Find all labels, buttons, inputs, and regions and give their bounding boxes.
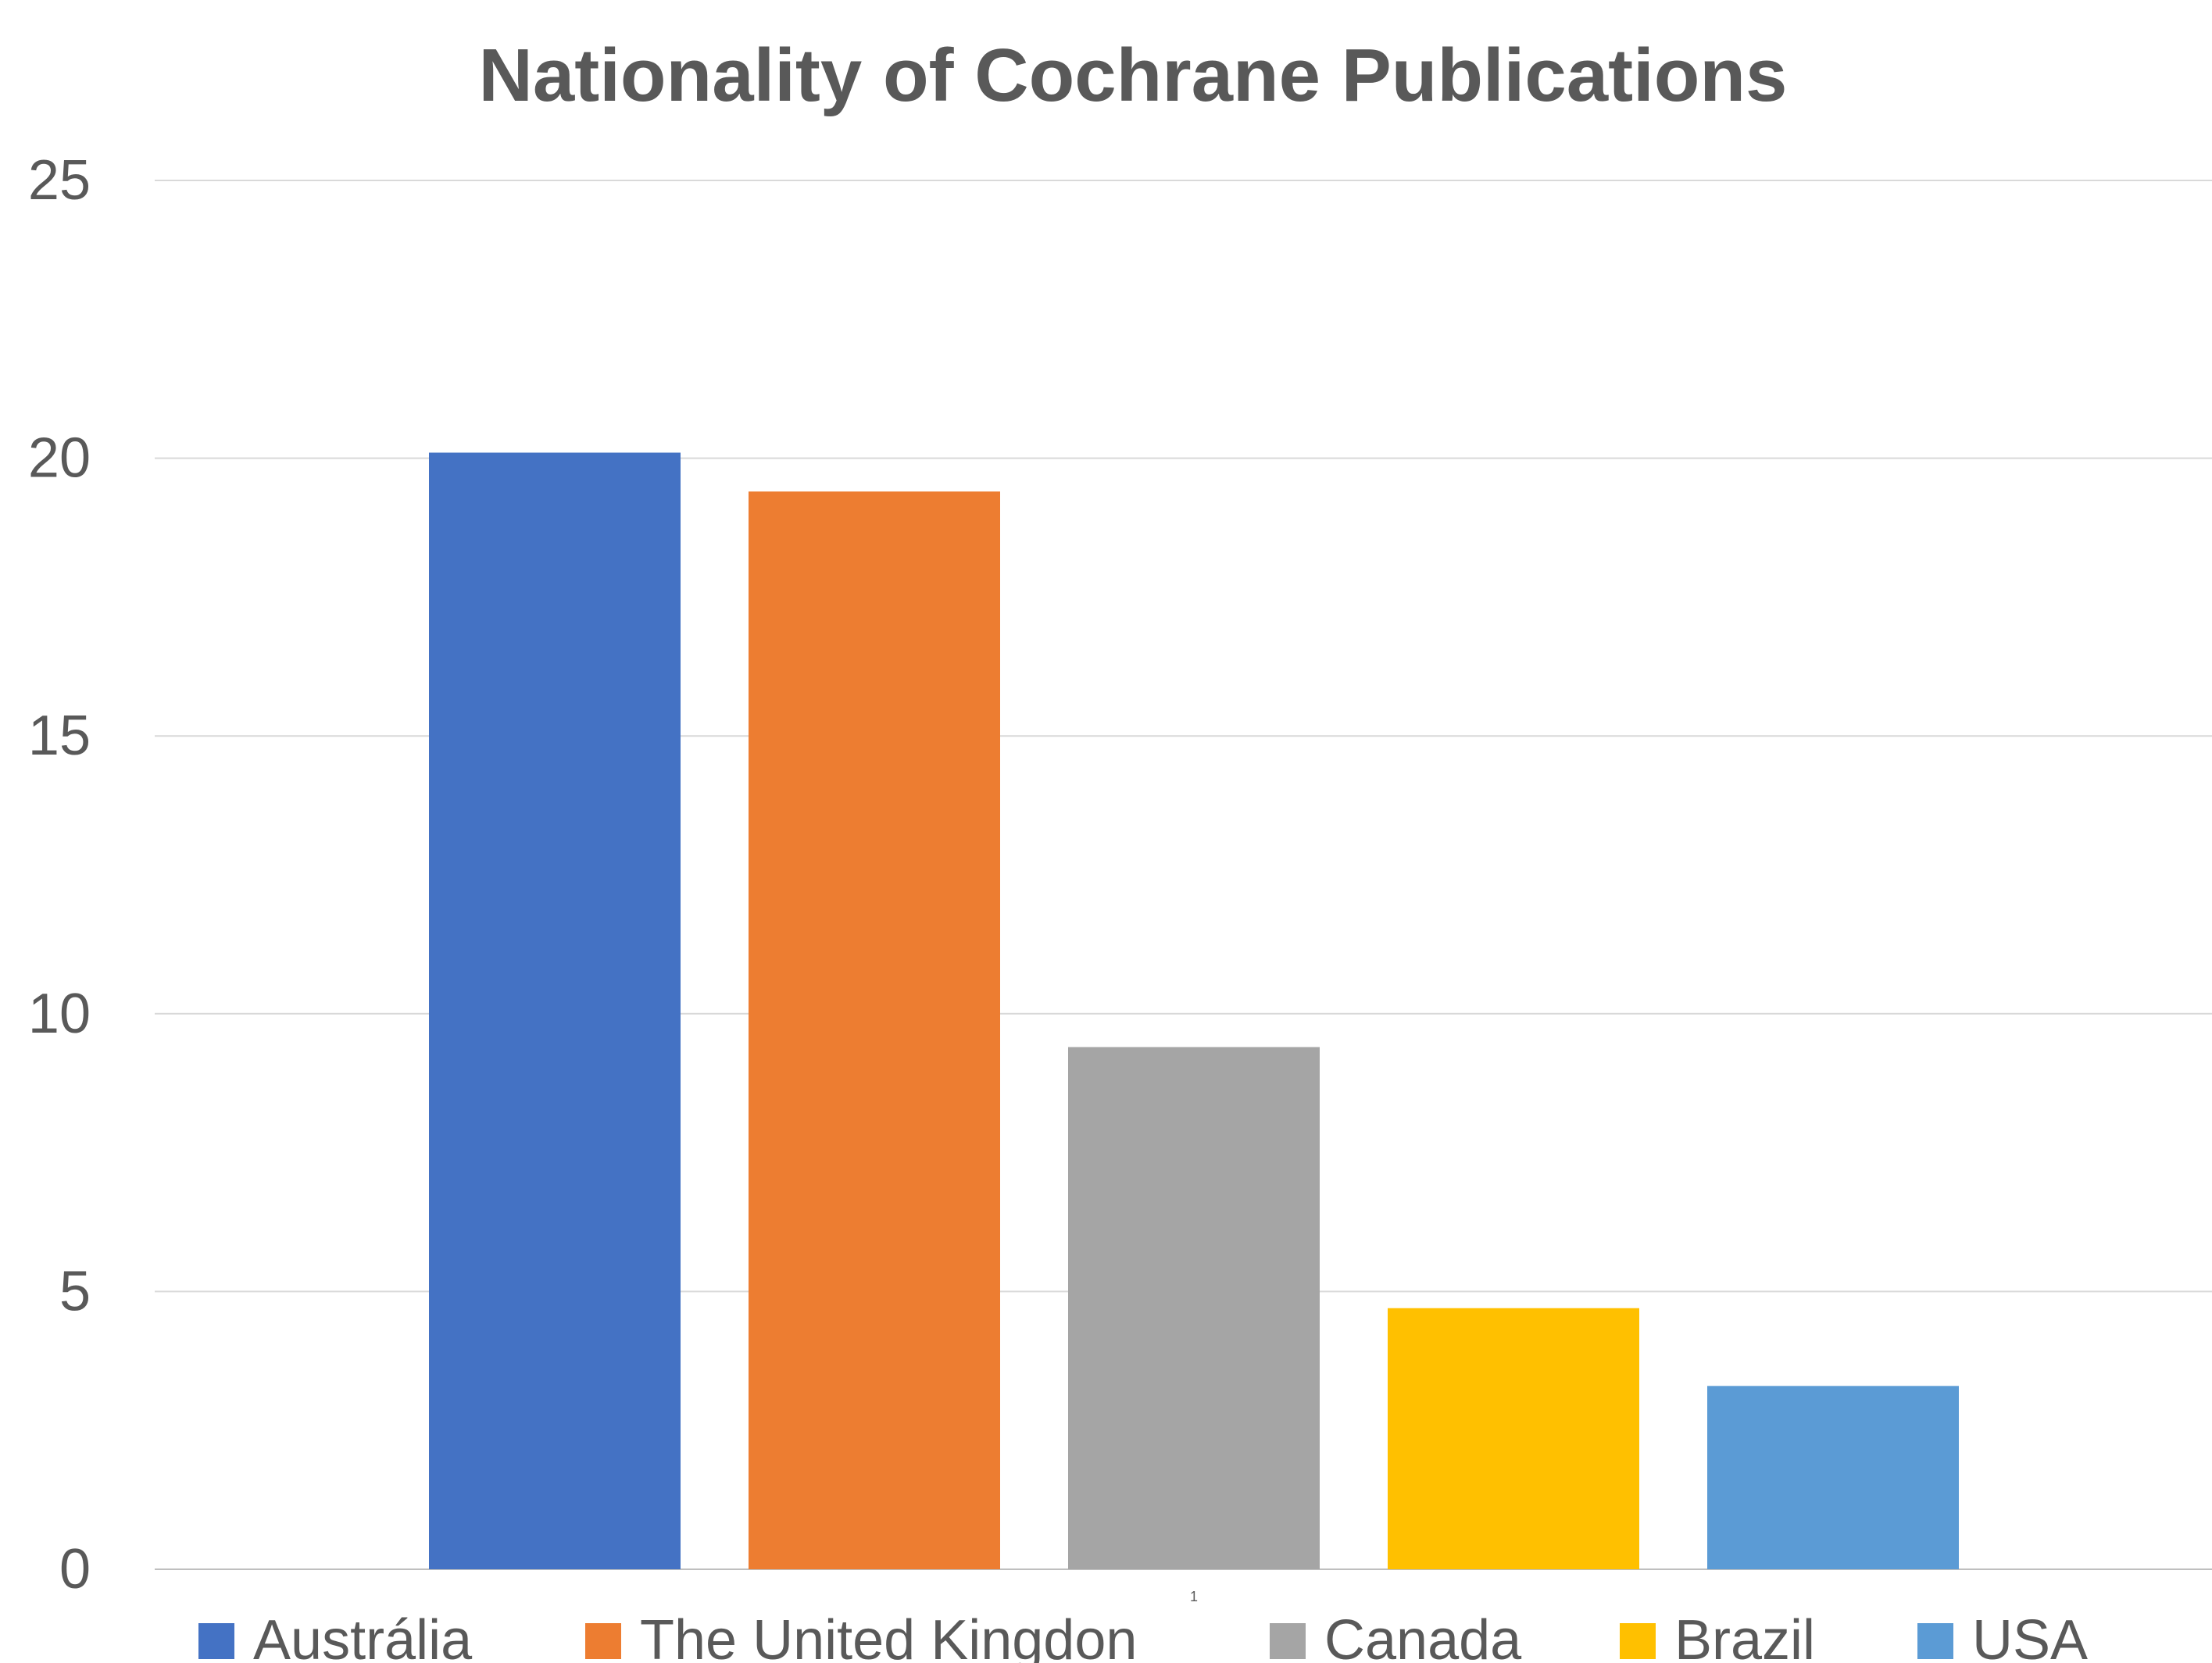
- y-axis-ticks: 0 5 10 15 20 25: [28, 149, 91, 1601]
- bar-1: [429, 452, 681, 1569]
- y-tick-label: 20: [28, 427, 91, 490]
- bar-4: [1388, 1308, 1639, 1569]
- x-tick-label: 1: [1190, 1589, 1198, 1604]
- bars: [429, 452, 1959, 1569]
- y-tick-label: 10: [28, 983, 91, 1045]
- y-tick-label: 15: [28, 705, 91, 767]
- y-tick-label: 0: [59, 1538, 91, 1601]
- legend-label: The United Kingdon: [640, 1609, 1137, 1663]
- legend-label: Canada: [1324, 1609, 1522, 1663]
- y-tick-label: 25: [28, 149, 91, 212]
- legend-label: Austrália: [253, 1609, 473, 1663]
- bar-3: [1068, 1047, 1320, 1569]
- legend-swatch: [198, 1623, 234, 1659]
- legend-swatch: [585, 1623, 621, 1659]
- legend-label: USA: [1972, 1609, 2088, 1663]
- y-tick-label: 5: [59, 1260, 91, 1322]
- legend-swatch: [1917, 1623, 1953, 1659]
- legend-swatch: [1270, 1623, 1306, 1659]
- x-axis-ticks: 1: [1190, 1589, 1198, 1604]
- bar-2: [749, 491, 1000, 1569]
- bar-5: [1707, 1386, 1959, 1569]
- chart-title: Nationality of Cochrane Publications: [478, 34, 1788, 117]
- legend-label: Brazil: [1674, 1609, 1815, 1663]
- legend-swatch: [1620, 1623, 1656, 1659]
- legend: Austrália The United Kingdon Canada Brazil U…: [198, 1609, 2088, 1663]
